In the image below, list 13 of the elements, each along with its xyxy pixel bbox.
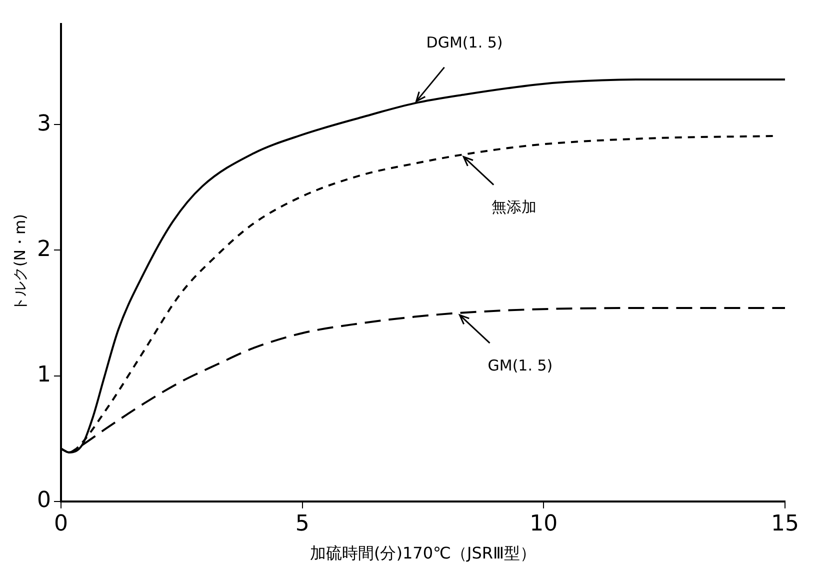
annotation: GM(1. 5) bbox=[488, 356, 553, 374]
x-tick-label: 10 bbox=[530, 511, 558, 536]
y-axis-title: トルク(N・m) bbox=[10, 214, 29, 312]
x-tick-label: 15 bbox=[771, 511, 799, 536]
x-axis-title: 加硫時間(分)170℃（JSRⅢ型） bbox=[310, 544, 536, 563]
x-tick-label: 5 bbox=[295, 511, 310, 536]
x-tick-label: 0 bbox=[54, 511, 68, 536]
annotation: 無添加 bbox=[492, 198, 537, 216]
y-tick-label: 3 bbox=[36, 111, 51, 136]
y-tick-label: 2 bbox=[36, 236, 51, 262]
y-tick-label: 0 bbox=[36, 488, 51, 514]
y-tick-label: 1 bbox=[36, 362, 51, 388]
annotation: DGM(1. 5) bbox=[426, 34, 503, 52]
